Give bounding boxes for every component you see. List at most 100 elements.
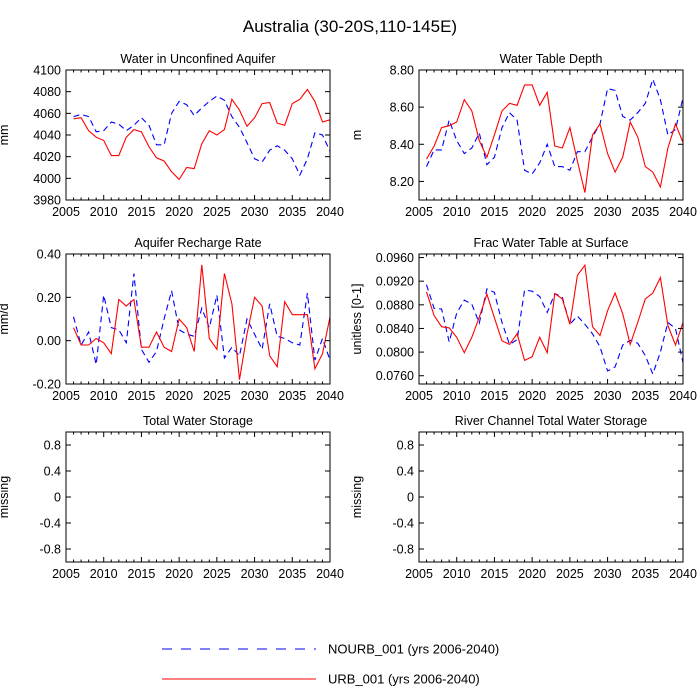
- x-tick-label: 2030: [241, 567, 269, 581]
- y-tick-label: 0.0960: [376, 251, 414, 265]
- y-tick-label: 4040: [33, 129, 61, 143]
- x-tick-label: 2040: [669, 205, 697, 219]
- x-tick-label: 2010: [443, 567, 471, 581]
- x-tick-label: 2010: [443, 389, 471, 403]
- y-axis-label: mm/d: [0, 303, 11, 334]
- x-tick-label: 2025: [556, 567, 584, 581]
- x-tick-label: 2040: [316, 389, 344, 403]
- panels-group: 2005 2010 2015 2020 2025 2030 2035 2040 3980 4000…: [0, 52, 697, 581]
- x-tick-label: 2025: [203, 567, 231, 581]
- y-tick-label: -0.8: [392, 543, 414, 557]
- legend-urb-label: URB_001 (yrs 2006-2040): [328, 672, 480, 687]
- x-tick-label: 2020: [165, 389, 193, 403]
- y-tick-label: 4080: [33, 85, 61, 99]
- y-tick-label: 4100: [33, 64, 61, 78]
- legend-nourb-label: NOURB_001 (yrs 2006-2040): [328, 642, 499, 657]
- panel-title: River Channel Total Water Storage: [455, 414, 648, 428]
- x-tick-label: 2005: [52, 205, 80, 219]
- y-tick-label: -0.8: [39, 543, 61, 557]
- x-tick-label: 2005: [405, 389, 433, 403]
- x-tick-label: 2025: [556, 389, 584, 403]
- x-tick-label: 2030: [241, 205, 269, 219]
- x-tick-label: 2005: [52, 567, 80, 581]
- y-tick-label: 8.40: [390, 138, 414, 152]
- x-tick-label: 2020: [518, 389, 546, 403]
- x-tick-label: 2020: [518, 205, 546, 219]
- y-tick-label: -0.4: [39, 517, 61, 531]
- y-tick-label: 0.4: [397, 465, 414, 479]
- x-tick-label: 2015: [128, 567, 156, 581]
- plot-frame: [65, 69, 331, 201]
- y-tick-label: -0.20: [33, 378, 62, 392]
- panel-title: Aquifer Recharge Rate: [134, 236, 261, 250]
- x-tick-label: 2010: [90, 205, 118, 219]
- x-tick-label: 2020: [518, 567, 546, 581]
- x-tick-label: 2015: [128, 389, 156, 403]
- y-tick-label: 8.20: [390, 175, 414, 189]
- y-tick-label: 0.0840: [376, 322, 414, 336]
- x-tick-label: 2025: [203, 205, 231, 219]
- plot-frame: [418, 253, 684, 385]
- plot-frame: [418, 69, 684, 201]
- x-tick-label: 2005: [52, 389, 80, 403]
- x-tick-label: 2010: [90, 567, 118, 581]
- x-tick-label: 2010: [443, 205, 471, 219]
- panel-title: Total Water Storage: [143, 414, 253, 428]
- x-tick-label: 2035: [278, 389, 306, 403]
- y-tick-label: 0.4: [44, 465, 61, 479]
- y-tick-label: 0.8: [397, 439, 414, 453]
- x-tick-label: 2005: [405, 567, 433, 581]
- x-tick-label: 2035: [631, 567, 659, 581]
- x-tick-label: 2035: [278, 567, 306, 581]
- y-tick-label: -0.4: [392, 517, 414, 531]
- x-tick-label: 2035: [631, 205, 659, 219]
- x-tick-label: 2040: [316, 567, 344, 581]
- x-tick-label: 2015: [128, 205, 156, 219]
- y-tick-label: 0.0800: [376, 346, 414, 360]
- panel-3: 2005 2010 2015 2020 2025 2030 2035 2040 -0.20 0.0…: [0, 236, 344, 403]
- y-axis-label: missing: [350, 476, 364, 518]
- panel-title: Water in Unconfined Aquifer: [120, 52, 275, 66]
- y-tick-label: 0.40: [37, 248, 61, 262]
- y-tick-label: 4000: [33, 172, 61, 186]
- x-tick-label: 2015: [481, 567, 509, 581]
- plot-frame: [418, 431, 684, 563]
- y-tick-label: 8.80: [390, 64, 414, 78]
- panel-title: Frac Water Table at Surface: [474, 236, 629, 250]
- urb-series-line: [73, 88, 331, 181]
- x-tick-label: 2035: [278, 205, 306, 219]
- x-tick-label: 2020: [165, 205, 193, 219]
- x-tick-label: 2015: [481, 205, 509, 219]
- x-tick-label: 2015: [481, 389, 509, 403]
- y-tick-label: 8.60: [390, 101, 414, 115]
- figure-title: Australia (30-20S,110-145E): [243, 17, 457, 36]
- x-tick-label: 2025: [556, 205, 584, 219]
- y-tick-label: 0: [407, 491, 414, 505]
- y-tick-label: 0.0760: [376, 369, 414, 383]
- x-tick-label: 2040: [669, 389, 697, 403]
- y-tick-label: 0.0880: [376, 298, 414, 312]
- y-tick-label: 0.0920: [376, 275, 414, 289]
- y-tick-label: 0.20: [37, 291, 61, 305]
- x-tick-label: 2030: [594, 389, 622, 403]
- plot-frame: [65, 253, 331, 385]
- x-tick-label: 2020: [165, 567, 193, 581]
- y-tick-label: 0: [54, 491, 61, 505]
- x-tick-label: 2010: [90, 389, 118, 403]
- x-tick-label: 2040: [669, 567, 697, 581]
- urb-series-line: [72, 264, 331, 380]
- x-tick-label: 2035: [631, 389, 659, 403]
- y-axis-label: unitless [0-1]: [350, 284, 364, 355]
- nourb-series-line: [72, 273, 331, 365]
- x-tick-label: 2030: [594, 567, 622, 581]
- x-tick-label: 2030: [594, 205, 622, 219]
- nourb-series-line: [73, 95, 331, 177]
- y-tick-label: 4020: [33, 150, 61, 164]
- panel-6: 2005 2010 2015 2020 2025 2030 2035 2040 -0.8 -0.4…: [350, 414, 697, 581]
- x-tick-label: 2025: [203, 389, 231, 403]
- y-axis-label: mm: [0, 125, 11, 146]
- y-tick-label: 3980: [33, 194, 61, 208]
- panel-title: Water Table Depth: [500, 52, 603, 66]
- x-tick-label: 2005: [405, 205, 433, 219]
